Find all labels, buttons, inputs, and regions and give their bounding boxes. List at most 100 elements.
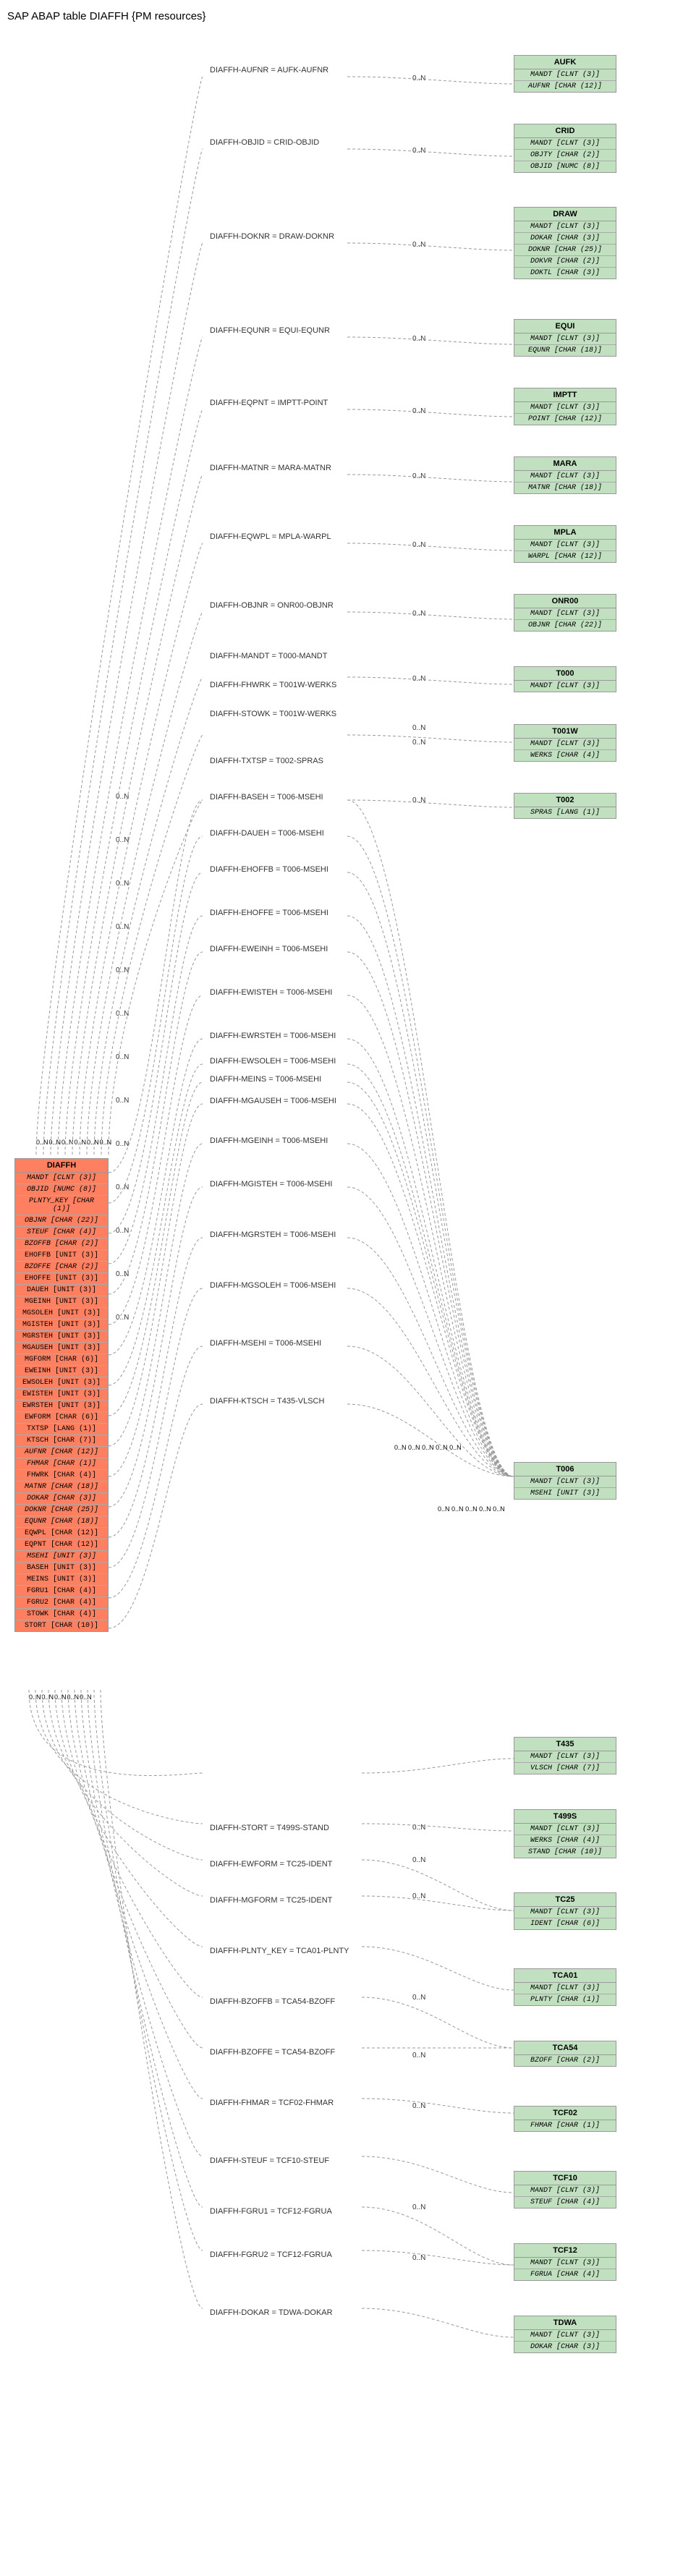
cardinality: 0..N <box>412 2102 425 2110</box>
field-row: TXTSP [LANG (1)] <box>15 1424 108 1435</box>
table-header: TC25 <box>514 1893 616 1907</box>
relation-label: DIAFFH-OBJID = CRID-OBJID <box>210 138 319 147</box>
field-row: WARPL [CHAR (12)] <box>514 551 616 562</box>
relation-label: DIAFFH-EWISTEH = T006-MSEHI <box>210 988 332 997</box>
cardinality: 0..N <box>412 1892 425 1900</box>
relation-label: DIAFFH-MGISTEH = T006-MSEHI <box>210 1180 332 1189</box>
relation-label: DIAFFH-MGFORM = TC25-IDENT <box>210 1896 332 1905</box>
field-row: EWISTEH [UNIT (3)] <box>15 1389 108 1400</box>
field-row: FHWRK [CHAR (4)] <box>15 1470 108 1482</box>
table-header: T000 <box>514 667 616 681</box>
field-row: EWSOLEH [UNIT (3)] <box>15 1377 108 1389</box>
field-row: DOKNR [CHAR (25)] <box>15 1505 108 1516</box>
field-row: BASEH [UNIT (3)] <box>15 1563 108 1574</box>
field-row: DOKNR [CHAR (25)] <box>514 245 616 256</box>
cardinality: 0..N <box>116 1270 129 1278</box>
field-row: IDENT [CHAR (6)] <box>514 1918 616 1929</box>
field-row: MGISTEH [UNIT (3)] <box>15 1319 108 1331</box>
table-header: DRAW <box>514 208 616 221</box>
relation-label: DIAFFH-EQPNT = IMPTT-POINT <box>210 399 328 407</box>
field-row: EQUNR [CHAR (18)] <box>15 1516 108 1528</box>
field-row: FHMAR [CHAR (1)] <box>514 2120 616 2131</box>
relation-label: DIAFFH-TXTSP = T002-SPRAS <box>210 757 323 765</box>
cardinality: 0..N <box>116 1010 129 1018</box>
cardinality: 0..N <box>412 724 425 732</box>
field-row: MANDT [CLNT (3)] <box>514 1751 616 1763</box>
field-row: PLNTY_KEY [CHAR (1)] <box>15 1196 108 1215</box>
field-row: MANDT [CLNT (3)] <box>514 1983 616 1994</box>
relation-label: DIAFFH-EHOFFB = T006-MSEHI <box>210 865 328 874</box>
cardinality: 0..N <box>412 1856 425 1864</box>
field-row: EWRSTEH [UNIT (3)] <box>15 1400 108 1412</box>
cardinality: 0..N <box>116 1183 129 1191</box>
cardinality: 0..N <box>116 880 129 888</box>
field-row: STORT [CHAR (10)] <box>15 1620 108 1631</box>
cardinality: 0..N <box>67 1693 80 1701</box>
field-row: MSEHI [UNIT (3)] <box>514 1488 616 1499</box>
relation-label: DIAFFH-MGAUSEH = T006-MSEHI <box>210 1097 336 1105</box>
table-header: TCF10 <box>514 2172 616 2185</box>
field-row: WERKS [CHAR (4)] <box>514 1835 616 1847</box>
field-row: AUFNR [CHAR (12)] <box>15 1447 108 1458</box>
cardinality: 0..N <box>29 1693 41 1701</box>
table-header: EQUI <box>514 320 616 333</box>
field-row: MANDT [CLNT (3)] <box>514 739 616 750</box>
cardinality: 0..N <box>412 2052 425 2059</box>
field-row: FGRUA [CHAR (4)] <box>514 2269 616 2280</box>
field-row: MANDT [CLNT (3)] <box>514 1476 616 1488</box>
field-row: BZOFF [CHAR (2)] <box>514 2055 616 2066</box>
cardinality: 0..N <box>449 1444 462 1451</box>
field-row: WERKS [CHAR (4)] <box>514 750 616 761</box>
relation-label: DIAFFH-EHOFFE = T006-MSEHI <box>210 909 328 917</box>
page-title: SAP ABAP table DIAFFH {PM resources} <box>7 10 683 22</box>
field-row: STAND [CHAR (10)] <box>514 1847 616 1858</box>
field-row: STEUF [CHAR (4)] <box>15 1227 108 1238</box>
relation-label: DIAFFH-MANDT = T000-MANDT <box>210 652 327 660</box>
field-row: MANDT [CLNT (3)] <box>514 540 616 551</box>
relation-label: DIAFFH-FHMAR = TCF02-FHMAR <box>210 2099 334 2107</box>
cardinality: 0..N <box>42 1693 54 1701</box>
cardinality: 0..N <box>412 1994 425 2002</box>
field-row: FHMAR [CHAR (1)] <box>15 1458 108 1470</box>
field-row: OBJTY [CHAR (2)] <box>514 150 616 161</box>
cardinality: 0..N <box>116 1314 129 1322</box>
table-header: DIAFFH <box>15 1159 108 1173</box>
table-header: MPLA <box>514 526 616 540</box>
cardinality: 0..N <box>422 1444 434 1451</box>
cardinality: 0..N <box>80 1693 92 1701</box>
field-row: DAUEH [UNIT (3)] <box>15 1285 108 1296</box>
cardinality: 0..N <box>87 1139 99 1146</box>
field-row: PLNTY [CHAR (1)] <box>514 1994 616 2005</box>
field-row: MSEHI [UNIT (3)] <box>15 1551 108 1563</box>
table-header: T499S <box>514 1810 616 1824</box>
relation-label: DIAFFH-FGRU2 = TCF12-FGRUA <box>210 2250 332 2259</box>
table-header: TCF02 <box>514 2107 616 2120</box>
field-row: MANDT [CLNT (3)] <box>514 138 616 150</box>
relation-label: DIAFFH-OBJNR = ONR00-OBJNR <box>210 601 334 610</box>
cardinality: 0..N <box>49 1139 61 1146</box>
cardinality: 0..N <box>412 335 425 343</box>
cardinality: 0..N <box>116 923 129 931</box>
field-row: MANDT [CLNT (3)] <box>514 608 616 620</box>
field-row: MANDT [CLNT (3)] <box>15 1173 108 1184</box>
field-row: EQWPL [CHAR (12)] <box>15 1528 108 1539</box>
relation-label: DIAFFH-FHWRK = T001W-WERKS <box>210 681 336 689</box>
cardinality: 0..N <box>436 1444 448 1451</box>
relation-label: DIAFFH-MGEINH = T006-MSEHI <box>210 1136 328 1145</box>
field-row: MANDT [CLNT (3)] <box>514 1907 616 1918</box>
cardinality: 0..N <box>61 1139 74 1146</box>
field-row: MANDT [CLNT (3)] <box>514 402 616 414</box>
relation-label: DIAFFH-FGRU1 = TCF12-FGRUA <box>210 2207 332 2216</box>
cardinality: 0..N <box>116 1053 129 1061</box>
cardinality: 0..N <box>36 1139 48 1146</box>
table-header: AUFK <box>514 56 616 69</box>
cardinality: 0..N <box>438 1505 450 1513</box>
cardinality: 0..N <box>412 472 425 480</box>
cardinality: 0..N <box>116 966 129 974</box>
table-header: T001W <box>514 725 616 739</box>
field-row: EQPNT [CHAR (12)] <box>15 1539 108 1551</box>
relation-label: DIAFFH-EQWPL = MPLA-WARPL <box>210 532 331 541</box>
cardinality: 0..N <box>116 1140 129 1148</box>
field-row: OBJID [NUMC (8)] <box>514 161 616 172</box>
field-row: MANDT [CLNT (3)] <box>514 2258 616 2269</box>
